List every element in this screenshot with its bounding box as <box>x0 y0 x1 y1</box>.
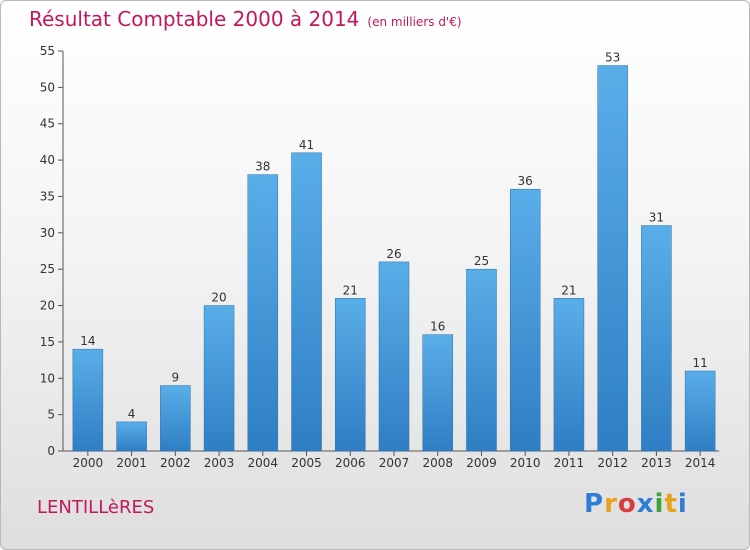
x-tick-label-2003: 2003 <box>204 456 235 470</box>
bar-2013 <box>641 225 672 452</box>
x-tick-label-2005: 2005 <box>291 456 322 470</box>
logo-letter: t <box>664 489 678 519</box>
data-label-2003: 20 <box>211 291 226 305</box>
y-tick-label: 35 <box>40 189 55 203</box>
data-label-2000: 14 <box>80 334 95 348</box>
y-tick-label: 20 <box>40 299 55 313</box>
y-axis: 0 5 10 15 20 25 30 35 40 45 50 55 <box>40 44 64 458</box>
bar-2001 <box>116 421 147 452</box>
data-label-2004: 38 <box>255 160 270 174</box>
x-tick-label-2014: 2014 <box>685 456 716 470</box>
logo-letter: i <box>677 489 688 519</box>
bar-2000 <box>72 348 104 452</box>
logo-letter: P <box>584 489 605 519</box>
x-tick-label-2011: 2011 <box>554 456 585 470</box>
commune-name: LENTILLèRES <box>37 497 155 518</box>
data-label-2005: 41 <box>299 138 314 152</box>
bar-2007 <box>378 261 410 452</box>
data-label-2001: 4 <box>128 407 136 421</box>
data-label-2002: 9 <box>172 371 180 385</box>
chart-title: Résultat Comptable 2000 à 2014 <box>29 7 360 31</box>
logo-letter: r <box>604 489 618 519</box>
logo-letter: x <box>636 489 655 519</box>
data-label-2014: 11 <box>692 356 707 370</box>
data-label-2007: 26 <box>386 247 401 261</box>
bar-2004 <box>247 174 279 452</box>
bars: 14 4 9 20 38 41 21 26 16 25 36 21 53 31 11 <box>72 51 716 452</box>
x-tick-label-2006: 2006 <box>335 456 366 470</box>
bar-2005 <box>291 152 322 452</box>
y-tick-label: 10 <box>40 371 55 385</box>
data-label-2010: 36 <box>518 174 533 188</box>
y-tick-label: 55 <box>40 44 55 58</box>
data-label-2012: 53 <box>605 51 620 65</box>
x-tick-label-2013: 2013 <box>641 456 672 470</box>
x-tick-label-2004: 2004 <box>248 456 279 470</box>
x-tick-label-2009: 2009 <box>466 456 497 470</box>
x-tick-label-2002: 2002 <box>160 456 191 470</box>
y-tick-label: 25 <box>40 262 55 276</box>
bar-2011 <box>553 298 585 452</box>
proxiti-logo: Proxiti <box>584 489 688 519</box>
y-tick-label: 0 <box>47 444 55 458</box>
bar-2012 <box>597 65 628 452</box>
data-label-2009: 25 <box>474 254 489 268</box>
data-label-2011: 21 <box>561 283 576 297</box>
bar-2008 <box>422 334 453 452</box>
logo-letter: i <box>654 489 665 519</box>
x-tick-label-2001: 2001 <box>116 456 147 470</box>
y-tick-label: 15 <box>40 335 55 349</box>
bar-2009 <box>466 268 497 452</box>
y-tick-label: 30 <box>40 226 55 240</box>
bar-2002 <box>160 385 191 452</box>
x-tick-label-2012: 2012 <box>597 456 628 470</box>
bar-2010 <box>509 188 541 452</box>
x-tick-label-2007: 2007 <box>379 456 410 470</box>
data-label-2008: 16 <box>430 320 445 334</box>
x-tick-label-2010: 2010 <box>510 456 541 470</box>
bar-2003 <box>203 305 235 452</box>
y-tick-label: 50 <box>40 80 55 94</box>
chart-title-block: Résultat Comptable 2000 à 2014 (en millie… <box>29 7 462 31</box>
y-tick-label: 5 <box>47 408 55 422</box>
bar-2006 <box>335 298 366 452</box>
y-tick-label: 45 <box>40 117 55 131</box>
x-tick-label-2000: 2000 <box>73 456 104 470</box>
bar-2014 <box>684 370 716 452</box>
chart-subtitle: (en milliers d'€) <box>367 15 462 29</box>
x-tick-label-2008: 2008 <box>422 456 453 470</box>
y-tick-label: 40 <box>40 153 55 167</box>
data-label-2006: 21 <box>343 283 358 297</box>
x-axis: 2000 2001 2002 2003 2004 2005 2006 2007 2008 2009… <box>63 450 719 470</box>
logo-letter: o <box>617 489 637 519</box>
data-label-2013: 31 <box>649 211 664 225</box>
